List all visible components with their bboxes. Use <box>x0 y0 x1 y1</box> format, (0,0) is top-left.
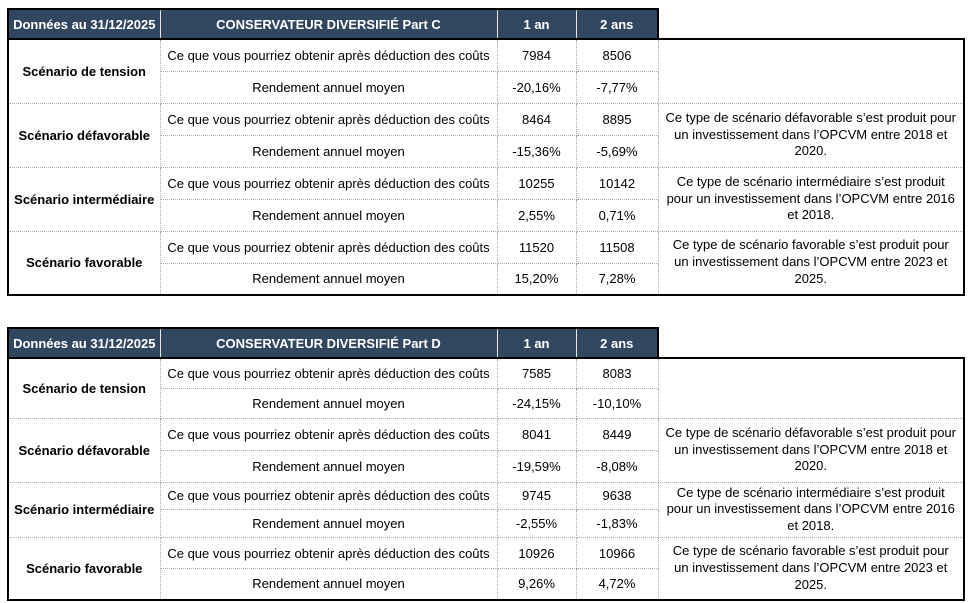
value-1an: 15,20% <box>496 262 577 296</box>
value-1an: 11520 <box>496 230 577 264</box>
value-2ans: 8449 <box>575 417 659 451</box>
metric-label: Ce que vous pourriez obtenir après déduc… <box>159 417 498 451</box>
metric-label: Rendement annuel moyen <box>159 262 498 296</box>
value-1an: -20,16% <box>496 70 577 104</box>
col-header-1an: 1 an <box>496 327 577 359</box>
value-2ans: 11508 <box>575 230 659 264</box>
metric-label: Rendement annuel moyen <box>159 449 498 483</box>
value-1an: 10255 <box>496 166 577 200</box>
scenario-note: Ce type de scénario intermédiaire s’est … <box>657 166 965 232</box>
value-2ans: 9638 <box>575 481 659 511</box>
metric-label: Rendement annuel moyen <box>159 70 498 104</box>
header-spacer <box>658 328 964 359</box>
value-1an: 7984 <box>496 38 577 72</box>
metric-label: Rendement annuel moyen <box>159 387 498 419</box>
metric-label: Ce que vous pourriez obtenir après déduc… <box>159 166 498 200</box>
scenario-name: Scénario de tension <box>7 357 161 419</box>
scenario-name: Scénario favorable <box>7 230 161 296</box>
value-1an: 2,55% <box>496 198 577 232</box>
metric-label: Rendement annuel moyen <box>159 568 498 601</box>
date-header-cell: Données au 31/12/2025 <box>7 327 161 359</box>
scenario-note: Ce type de scénario favorable s’est prod… <box>657 230 965 296</box>
col-header-2ans: 2 ans <box>575 8 659 40</box>
scenario-name: Scénario défavorable <box>7 417 161 483</box>
metric-label: Ce que vous pourriez obtenir après déduc… <box>159 357 498 389</box>
value-1an: 7585 <box>496 357 577 389</box>
value-2ans: 8506 <box>575 38 659 72</box>
scenario-name: Scénario intermédiaire <box>7 166 161 232</box>
value-1an: 8464 <box>496 102 577 136</box>
metric-label: Ce que vous pourriez obtenir après déduc… <box>159 230 498 264</box>
value-1an: -24,15% <box>496 387 577 419</box>
value-1an: 9745 <box>496 481 577 511</box>
value-2ans: 8895 <box>575 102 659 136</box>
col-header-2ans: 2 ans <box>575 327 659 359</box>
metric-label: Ce que vous pourriez obtenir après déduc… <box>159 481 498 511</box>
value-1an: 9,26% <box>496 568 577 601</box>
fund-title: CONSERVATEUR DIVERSIFIÉ Part D <box>159 327 498 359</box>
value-1an: 10926 <box>496 537 577 570</box>
value-2ans: 4,72% <box>575 568 659 601</box>
value-2ans: 8083 <box>575 357 659 389</box>
col-header-1an: 1 an <box>496 8 577 40</box>
scenario-note: Ce type de scénario favorable s’est prod… <box>657 537 965 601</box>
value-2ans: 0,71% <box>575 198 659 232</box>
scenario-note: Ce type de scénario défavorable s’est pr… <box>657 102 965 168</box>
metric-label: Rendement annuel moyen <box>159 509 498 539</box>
scenario-name: Scénario défavorable <box>7 102 161 168</box>
value-2ans: 10142 <box>575 166 659 200</box>
date-header-cell: Données au 31/12/2025 <box>7 8 161 40</box>
metric-label: Ce que vous pourriez obtenir après déduc… <box>159 102 498 136</box>
scenario-note <box>657 38 965 104</box>
metric-label: Rendement annuel moyen <box>159 198 498 232</box>
value-1an: -15,36% <box>496 134 577 168</box>
scenario-name: Scénario intermédiaire <box>7 481 161 539</box>
value-2ans: -8,08% <box>575 449 659 483</box>
value-2ans: -1,83% <box>575 509 659 539</box>
value-2ans: -5,69% <box>575 134 659 168</box>
value-1an: -19,59% <box>496 449 577 483</box>
value-1an: -2,55% <box>496 509 577 539</box>
scenario-note: Ce type de scénario défavorable s’est pr… <box>657 417 965 483</box>
metric-label: Rendement annuel moyen <box>159 134 498 168</box>
scenario-name: Scénario de tension <box>7 38 161 104</box>
header-spacer <box>658 9 964 40</box>
scenario-table-part-d: Données au 31/12/2025 CONSERVATEUR DIVER… <box>7 327 965 601</box>
scenario-name: Scénario favorable <box>7 537 161 601</box>
scenario-note: Ce type de scénario intermédiaire s’est … <box>657 481 965 539</box>
value-1an: 8041 <box>496 417 577 451</box>
scenario-table-part-c: Données au 31/12/2025 CONSERVATEUR DIVER… <box>7 8 965 296</box>
fund-title: CONSERVATEUR DIVERSIFIÉ Part C <box>159 8 498 40</box>
value-2ans: -10,10% <box>575 387 659 419</box>
value-2ans: 7,28% <box>575 262 659 296</box>
value-2ans: 10966 <box>575 537 659 570</box>
metric-label: Ce que vous pourriez obtenir après déduc… <box>159 38 498 72</box>
value-2ans: -7,77% <box>575 70 659 104</box>
metric-label: Ce que vous pourriez obtenir après déduc… <box>159 537 498 570</box>
scenario-note <box>657 357 965 419</box>
